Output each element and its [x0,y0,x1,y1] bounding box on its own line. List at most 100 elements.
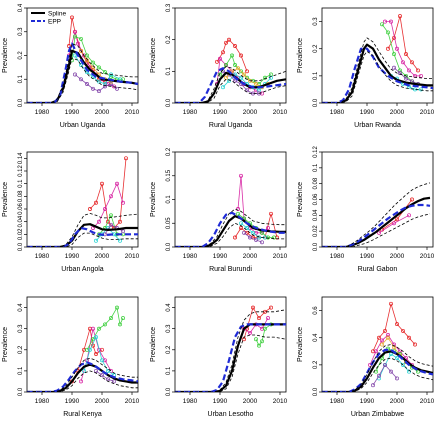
y-tick-label: 0.3 [166,324,172,333]
data-point [70,15,74,20]
data-series-line [240,222,265,238]
data-point [395,46,399,51]
data-point [398,68,402,73]
x-axis-label: Urban Lesotho [208,411,254,418]
data-point [239,226,243,230]
data-point [94,352,98,356]
data-point [79,36,83,41]
y-tick-label: 0.0 [313,98,319,107]
spline-curve [27,363,138,392]
data-point [254,337,258,342]
data-point [398,71,402,76]
data-point [106,377,110,382]
data-point [103,207,107,211]
y-tick-label: 0.0 [166,387,172,396]
data-series-line [216,39,248,72]
y-tick-label: 0.1 [166,195,172,204]
data-series-line [95,227,121,241]
y-tick-label: 0.1 [18,179,24,188]
data-point [401,328,405,333]
data-point [100,358,104,363]
y-tick-label: 0.0 [18,242,24,251]
uncertainty-band [175,66,286,103]
data-point [215,59,219,64]
plot-area [322,182,431,247]
x-axis-label: Urban Angola [61,266,104,273]
y-tick-label: 0.0 [18,98,24,107]
panel-urban-uganda: 1980 1990 2000 2010 0.0 0.1 0.2 0.3 0.4 Urban Uga… [2,3,140,129]
data-point [239,173,243,178]
y-tick-label: 0.04 [18,215,24,227]
data-point [245,226,249,230]
data-point [94,200,98,205]
data-point [221,85,225,90]
data-point [392,52,396,57]
y-tick-label: 0.0 [313,387,319,396]
data-point [257,91,261,96]
y-tick-label: 0.2 [313,360,319,369]
x-tick-label: 1990 [65,253,80,260]
plot-frame [321,296,434,393]
y-tick-label: 0.15 [166,169,172,181]
epp-curve [27,361,138,392]
x-tick-label: 2000 [95,109,110,116]
y-tick-label: 0.2 [166,345,172,354]
data-series-line [74,74,118,92]
data-point [233,44,237,48]
data-point [112,379,116,384]
x-tick-label: 1990 [360,109,375,116]
data-point [395,217,399,222]
data-point [233,63,237,67]
x-tick-label: 1980 [183,109,198,116]
data-point [97,65,101,70]
data-point [239,69,243,74]
data-point [124,156,128,161]
data-point [251,230,255,235]
data-series-line [385,21,421,77]
data-point [377,230,381,235]
data-point [94,335,98,340]
data-point [374,349,378,354]
x-axis-label: Rural Kenya [63,411,102,418]
uncertainty-band [322,213,431,247]
uncertainty-band [27,212,138,247]
y-tick-label: 0.4 [18,303,24,312]
y-tick-label: 0.1 [166,366,172,375]
uncertainty-band [322,357,433,392]
y-tick-label: 0.3 [18,27,24,36]
data-point [73,53,77,58]
panel-rural-gabon: 1980 1990 2000 2010 0.0 0.02 0.04 0.06 0.08 0.1 0.… [297,146,435,273]
x-tick-label: 1980 [183,398,198,405]
plot-frame [174,296,287,393]
x-tick-label: 2010 [125,109,140,116]
data-point [88,347,92,352]
data-point [230,53,234,58]
data-point [269,211,273,216]
data-point [398,349,402,354]
y-tick-label: 0.12 [313,146,319,158]
data-point [109,82,113,86]
data-point [239,221,243,226]
data-series-line [95,370,115,382]
data-point [115,305,119,310]
data-series-line [378,214,410,234]
plot-area [322,14,433,103]
plot-area [175,305,286,392]
data-series-line [71,35,123,80]
y-tick-label: 0.12 [18,165,24,177]
y-tick-label: 0.04 [313,209,319,221]
data-point [73,34,77,39]
epp-curve [175,211,286,247]
data-point [377,373,381,378]
data-point [263,326,267,331]
data-point [404,76,408,81]
data-point [386,335,390,340]
data-point [76,41,80,46]
data-point [383,19,387,24]
y-tick-label: 0.08 [313,177,319,189]
uncertainty-band [175,208,286,247]
plot-area [175,37,286,103]
panel-urban-rwanda: 1980 1990 2000 2010 0.0 0.1 0.2 0.3 Urban Rwanda… [297,7,435,129]
